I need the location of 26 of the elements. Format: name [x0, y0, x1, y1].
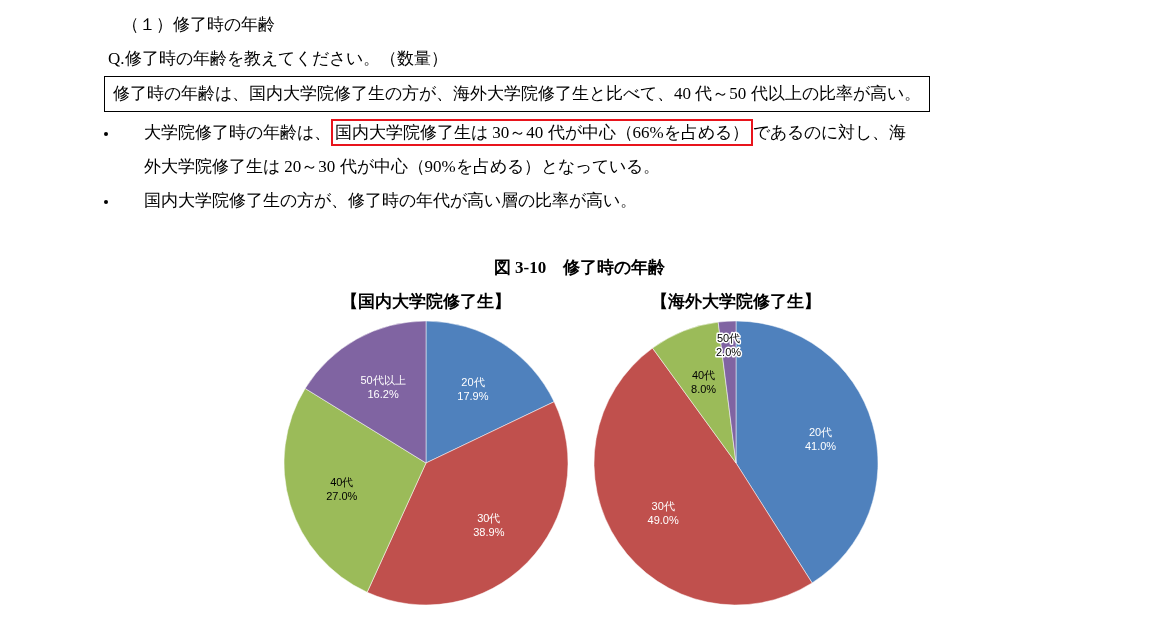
text: 大学院修了時の年齢は、 [144, 123, 331, 142]
text: （１）修了時の年齢 [121, 14, 276, 36]
data-label: 17.9% [457, 390, 489, 403]
data-label: 38.9% [473, 526, 505, 539]
slice-label: 20代 [461, 376, 485, 389]
chart-title: 【国内大学院修了生】 [341, 292, 511, 311]
data-label: 2.0% [715, 345, 742, 358]
data-label: 16.2% [367, 387, 399, 400]
highlight-outline: 国内大学院修了生は 30～40 代が中心（66%を占める） [331, 119, 753, 146]
slice-label: 30代 [477, 512, 501, 525]
slice-label: 30代 [651, 500, 675, 513]
slice-label: 50代以上 [360, 373, 406, 386]
box-outline: 修了時の年齢は、国内大学院修了生の方が、海外大学院修了生と比べて、40 代～50 代以上の比率が高い。 [104, 76, 930, 112]
text: Q.修了時の年齢を教えてください。（数量） [107, 48, 449, 70]
data-label: 41.0% [804, 439, 837, 452]
text: 外大学院修了生は 20～30 代が中心（90%を占める）となっている。 [143, 156, 661, 178]
slice-label: 20代 [808, 426, 833, 439]
text: 国内大学院修了生の方が、修了時の年代が高い層の比率が高い。 [144, 191, 637, 210]
data-label: 27.0% [326, 490, 358, 503]
data-label: 49.0% [647, 514, 679, 527]
caption: 図 3-10 修了時の年齢 [492, 257, 667, 279]
chart-title: 【海外大学院修了生】 [651, 292, 821, 311]
slice-label: 40代 [691, 368, 716, 381]
text: であるのに対し、海 [752, 123, 906, 142]
slice-label: 40代 [330, 476, 354, 489]
data-label: 8.0% [691, 382, 717, 395]
